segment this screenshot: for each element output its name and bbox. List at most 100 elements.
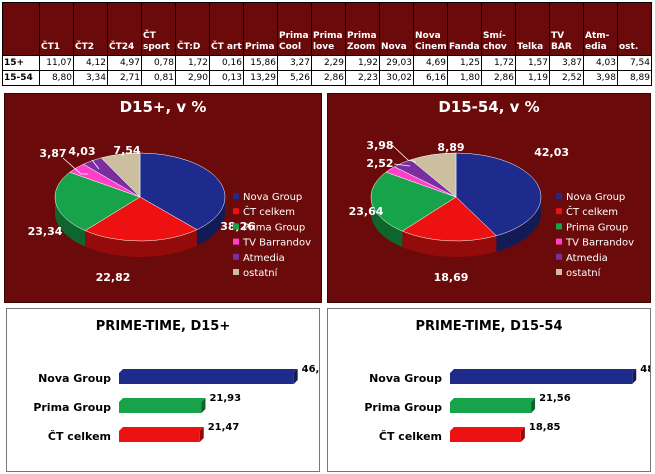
bar-panel-d15plus: PRIME-TIME, D15+ Nova Group 46,45 Prima Gr… — [6, 308, 320, 472]
pie-slice-side — [85, 229, 197, 257]
table-cell: 7,54 — [617, 55, 652, 71]
table-cell: 1,57 — [515, 55, 550, 71]
pie-slice-side — [55, 197, 86, 247]
table-cell: 3,87 — [549, 55, 584, 71]
table-header-cell: Atm-edia — [583, 2, 618, 56]
pie-chart-d15-54: 42,03 18,69 23,64 2,52 3,98 8,89 Nova Group ČT … — [349, 139, 634, 284]
table-header-row: ČT1 ČT2 ČT24 ČT sport ČT:D ČT art Prima Prima C… — [2, 2, 652, 56]
table-row: 15-54 8,80 3,34 2,71 0,81 2,90 0,13 13,29 5,26 2,… — [2, 70, 652, 86]
table-cell: 1,25 — [447, 55, 482, 71]
table-header-cell: Prima love — [311, 2, 346, 56]
table-cell: 3,34 — [73, 70, 108, 86]
legend-label: TV Barrandov — [565, 238, 634, 249]
pie-data-label: 42,03 — [534, 146, 569, 159]
bar-top-face — [450, 398, 536, 402]
table-cell: 8,89 — [617, 70, 652, 86]
table-cell: 15,86 — [243, 55, 278, 71]
bar-category-label: ČT celkem — [48, 430, 111, 443]
table-cell: 0,13 — [209, 70, 244, 86]
bar-side-face — [632, 369, 637, 384]
table-cell: 2,29 — [311, 55, 346, 71]
pie-slice — [401, 196, 497, 242]
pie-data-label: 23,34 — [28, 225, 63, 238]
pie-slice-side — [402, 231, 497, 257]
pie-slice-side — [496, 197, 541, 252]
pie-slice — [139, 152, 226, 230]
table-cell: 2,71 — [107, 70, 142, 86]
legend-swatch — [556, 208, 562, 215]
bar-side-face — [293, 369, 298, 384]
bar-value-label: 48,47 — [640, 364, 650, 375]
table-cell: 2,90 — [175, 70, 210, 86]
bar-value-label: 21,56 — [539, 393, 571, 404]
table-header-cell: Fanda — [447, 2, 482, 56]
legend-swatch — [233, 193, 239, 199]
table-cell: 0,16 — [209, 55, 244, 71]
bar-top-face — [119, 369, 298, 373]
table-cell: 13,29 — [243, 70, 278, 86]
pie-slice-side — [371, 197, 403, 248]
table-cell: 3,98 — [583, 70, 618, 86]
bar-side-face — [199, 427, 204, 442]
table-header-cell: Nova — [379, 2, 414, 56]
bar-category-label: ČT celkem — [379, 430, 442, 443]
bar-value-label: 21,93 — [209, 393, 241, 404]
legend-label: Atmedia — [243, 253, 285, 264]
table-corner-cell — [2, 2, 40, 56]
table-cell: 4,69 — [413, 55, 448, 71]
table-cell: 4,97 — [107, 55, 142, 71]
bar-category-label: Prima Group — [364, 401, 442, 414]
pie-slice — [54, 171, 141, 231]
legend-label: ostatní — [243, 267, 279, 279]
table-cell: 11,07 — [39, 55, 74, 71]
legend-swatch — [233, 208, 239, 215]
table-cell: 1,72 — [175, 55, 210, 71]
table-cell: 2,52 — [549, 70, 584, 86]
table-cell: 3,27 — [277, 55, 312, 71]
bar-title-d15-54: PRIME-TIME, D15-54 — [415, 319, 563, 334]
table-cell: 2,86 — [481, 70, 516, 86]
legend-label: TV Barrandov — [242, 238, 311, 249]
pie-data-label: 4,03 — [68, 145, 95, 158]
legend-swatch — [556, 193, 562, 199]
bar-top-face — [119, 398, 206, 402]
bar — [119, 431, 200, 442]
legend-swatch — [556, 223, 562, 230]
pie-data-label: 22,82 — [96, 271, 131, 284]
table-header-cell: ČT art — [209, 2, 244, 56]
pie-leader-line — [391, 144, 417, 163]
table-header-cell: Prima — [243, 2, 278, 56]
table-header-cell: Smí-chov — [481, 2, 516, 56]
pie-data-label: 18,69 — [434, 271, 469, 284]
pie-data-label: 2,52 — [366, 157, 393, 170]
bar-value-label: 18,85 — [529, 422, 561, 433]
table-header-cell: Prima Cool — [277, 2, 312, 56]
legend-label: ČT celkem — [243, 205, 295, 218]
bar — [450, 373, 633, 384]
bar-side-face — [201, 398, 206, 413]
pie-panel-d15plus: D15+, v % 38,2622,8223,343,874,037,54Nov… — [4, 93, 322, 303]
bar-category-label: Nova Group — [369, 372, 442, 385]
table-cell: 1,92 — [345, 55, 380, 71]
table-cell: 1,19 — [515, 70, 550, 86]
table-row-label: 15+ — [2, 55, 40, 71]
table-cell: 0,78 — [141, 55, 176, 71]
legend-label: Prima Group — [243, 222, 305, 233]
legend-swatch — [233, 269, 239, 275]
bar-top-face — [450, 369, 637, 373]
bar-value-label: 21,47 — [208, 422, 240, 433]
bar — [450, 431, 521, 442]
pie-slice — [84, 196, 198, 242]
share-table: ČT1 ČT2 ČT24 ČT sport ČT:D ČT art Prima Prima C… — [2, 2, 652, 86]
legend-swatch — [233, 253, 239, 260]
bar-panel-d15-54: PRIME-TIME, D15-54 Nova Group 48,47 Prima … — [327, 308, 651, 472]
table-header-cell: ČT:D — [175, 2, 210, 56]
table-header-cell: TV BAR — [549, 2, 584, 56]
bar-side-face — [531, 398, 536, 413]
legend-swatch — [233, 238, 239, 245]
table-cell: 2,86 — [311, 70, 346, 86]
legend-label: Nova Group — [566, 192, 625, 203]
table-cell: 6,16 — [413, 70, 448, 86]
legend-label: ostatní — [566, 267, 602, 279]
bar-side-face — [520, 427, 525, 442]
